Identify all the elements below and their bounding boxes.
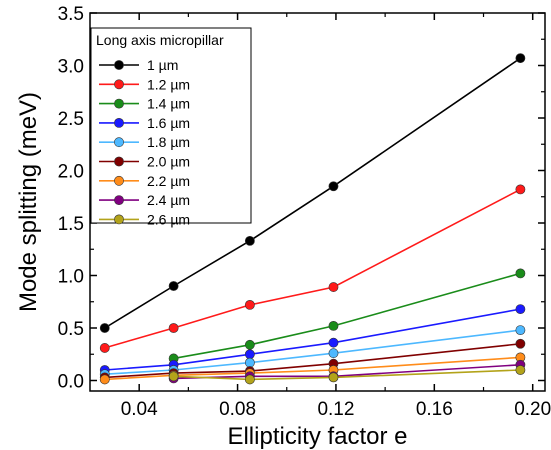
legend-marker <box>114 118 124 128</box>
series-1 <box>99 184 526 353</box>
series-3 <box>99 304 526 375</box>
y-tick-label: 3.5 <box>58 4 84 25</box>
legend-marker <box>114 175 124 186</box>
series-line <box>173 272 521 360</box>
data-point <box>515 268 526 279</box>
legend-label: 1.8 µm <box>147 134 190 150</box>
y-tick-label: 1.0 <box>58 267 84 288</box>
legend-marker <box>114 195 124 205</box>
data-point <box>99 343 110 353</box>
data-point <box>328 348 339 359</box>
data-point <box>244 299 255 310</box>
data-point <box>515 365 526 375</box>
y-tick-label: 0.0 <box>58 372 84 393</box>
data-point <box>328 181 339 192</box>
y-tick-label: 3.0 <box>58 57 84 78</box>
x-tick-label: 0.20 <box>514 399 551 420</box>
legend-marker <box>114 214 124 225</box>
data-point <box>328 282 339 292</box>
legend-marker <box>114 156 124 167</box>
data-point <box>515 338 526 349</box>
data-point <box>244 339 255 350</box>
legend-label: 2.2 µm <box>147 173 190 189</box>
x-tick-label: 0.12 <box>317 399 354 420</box>
data-point <box>244 357 255 368</box>
data-point <box>99 374 110 385</box>
legend-label: 2.0 µm <box>147 154 190 170</box>
legend-marker <box>114 98 124 109</box>
data-point <box>244 349 255 360</box>
legend-label: 1.4 µm <box>147 96 190 112</box>
data-point <box>515 304 526 314</box>
legend-marker <box>114 79 124 90</box>
plot-marks <box>99 53 526 385</box>
x-tick-label: 0.08 <box>219 399 256 420</box>
data-point <box>168 371 179 382</box>
series-0 <box>99 53 526 333</box>
series-8 <box>168 365 526 385</box>
legend-label: 1.6 µm <box>147 115 190 131</box>
data-point <box>328 320 339 331</box>
data-point <box>244 374 255 385</box>
y-tick-label: 2.5 <box>58 109 84 130</box>
legend-label: 1 µm <box>147 57 178 73</box>
data-point <box>244 235 255 246</box>
data-point <box>328 337 339 348</box>
legend-marker <box>114 60 124 70</box>
data-point <box>515 53 526 64</box>
data-point <box>168 281 179 291</box>
series-4 <box>99 325 526 380</box>
plot-frame <box>89 12 546 392</box>
series-line <box>173 369 521 381</box>
legend-label: 1.2 µm <box>147 76 190 92</box>
data-point <box>99 323 110 333</box>
series-line <box>104 329 521 375</box>
x-axis-label: Ellipticity factor e <box>227 423 407 450</box>
legend-label: 2.6 µm <box>147 211 190 227</box>
legend-label: 2.4 µm <box>147 192 190 208</box>
data-point <box>515 325 526 335</box>
data-point <box>328 372 339 383</box>
y-tick-label: 1.5 <box>58 214 84 235</box>
legend-items: 1 µm 1.2 µm 1.4 µm 1.6 µm 1.8 µm 2.0 µm 2.2 µm… <box>99 57 190 227</box>
data-point <box>168 323 179 333</box>
legend-title: Long axis micropillar <box>96 32 224 48</box>
x-tick-label: 0.04 <box>121 399 158 420</box>
data-point <box>515 184 526 195</box>
x-tick-label: 0.16 <box>416 399 453 420</box>
y-axis-label: Mode splitting (meV) <box>15 92 42 312</box>
legend: Long axis micropillar 1 µm 1.2 µm 1.4 µm 1.… <box>90 27 252 227</box>
legend-marker <box>114 137 124 148</box>
y-tick-label: 0.5 <box>58 319 84 340</box>
y-tick-label: 2.0 <box>58 162 84 183</box>
